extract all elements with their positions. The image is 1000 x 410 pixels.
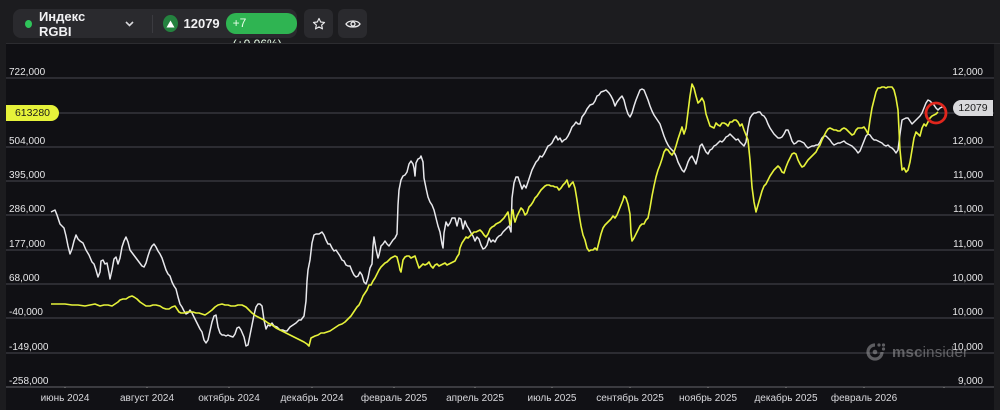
x-axis-label: февраль 2025 <box>360 393 428 404</box>
watermark-logo: msc insider <box>866 342 968 362</box>
left-axis-tick: -40,000 <box>9 307 43 318</box>
right-axis-tick: 12,000 <box>952 67 983 78</box>
right-axis-tick: 10,000 <box>952 307 983 318</box>
left-axis-tick: 395,000 <box>9 170 46 181</box>
left-axis-tick: 286,000 <box>9 204 46 215</box>
right-axis-tick: 10,000 <box>952 273 983 284</box>
frame-edge-right <box>994 44 1000 410</box>
chevron-down-icon[interactable] <box>124 18 134 30</box>
x-axis-label: сентябрь 2025 <box>596 393 664 404</box>
chart-panel <box>6 43 1000 410</box>
left-axis-tick: 177,000 <box>9 239 46 250</box>
divider <box>151 14 153 33</box>
star-icon <box>312 17 325 29</box>
x-axis-label: декабрь 2024 <box>280 393 344 404</box>
x-axis-strip <box>6 388 994 410</box>
top-toolbar: Индекс RGBI 12079 +7 (+0.06%) <box>0 0 1000 51</box>
x-axis-label: июль 2025 <box>527 393 577 404</box>
current-price: 12079 <box>183 16 220 31</box>
triangle-up-icon <box>162 15 178 32</box>
watermark-light: insider <box>922 343 969 361</box>
left-axis-tick: -258,000 <box>9 376 49 387</box>
left-axis-tick: -149,000 <box>9 342 49 353</box>
x-axis-label: февраль 2026 <box>830 393 898 404</box>
gridlines <box>6 77 994 388</box>
ticker-selector[interactable]: Индекс RGBI 12079 +7 (+0.06%) <box>13 8 298 51</box>
x-axis-label: июнь 2024 <box>40 393 90 404</box>
white-series-line <box>50 88 944 347</box>
favorite-button[interactable] <box>304 9 333 38</box>
right-axis-tick: 9,000 <box>957 376 983 387</box>
x-axis-label: апрель 2025 <box>446 393 504 404</box>
right-axis-tick: 11,000 <box>953 239 983 250</box>
left-axis-tick: 504,000 <box>9 136 46 147</box>
ticker-name: Индекс RGBI <box>38 8 86 39</box>
current-point-highlight <box>924 101 948 125</box>
msc-logo-icon <box>866 343 886 361</box>
yellow-series-line <box>51 83 939 347</box>
right-axis-tick: 11,000 <box>953 170 983 181</box>
watch-button[interactable] <box>338 9 367 38</box>
status-dot <box>25 19 32 28</box>
x-axis-label: октябрь 2024 <box>198 393 260 404</box>
left-axis-price-tag: 613280 <box>6 105 59 121</box>
right-axis-tick: 12,000 <box>952 136 983 147</box>
left-axis-tick: 68,000 <box>9 273 40 284</box>
x-axis-label: декабрь 2025 <box>754 393 818 404</box>
right-axis-tick: 11,000 <box>953 204 983 215</box>
watermark-bold: msc <box>892 343 923 361</box>
x-axis-label: ноябрь 2025 <box>678 393 738 404</box>
eye-icon <box>344 19 361 28</box>
frame-edge-left <box>0 44 6 410</box>
right-axis-price-tag: 12079 <box>953 100 993 116</box>
right-axis-tick: 10,000 <box>952 342 983 353</box>
left-axis-tick: 722,000 <box>9 67 46 78</box>
x-axis-label: август 2024 <box>119 393 175 404</box>
